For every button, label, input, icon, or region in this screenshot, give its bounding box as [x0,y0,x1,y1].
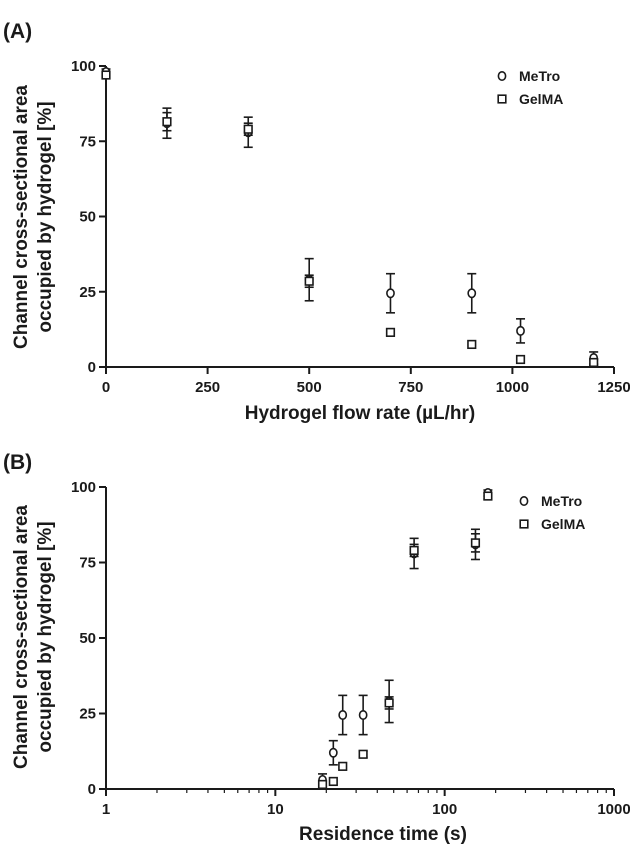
panel-b-x-tick-label: 1 [102,801,110,818]
panel-a-metro-point [467,288,477,299]
panel-b-gelma-point [358,749,368,759]
panel-a-gelma-point [304,276,314,286]
panel-b-x-axis-title: Residence time (s) [299,824,467,845]
panel-b-legend-metro-marker [519,495,529,506]
panel-a-gelma-point [589,357,599,368]
panel-b-x-tick-label: 100 [432,801,457,818]
panel-b-metro-point [328,747,338,758]
panel-b-gelma-point [470,538,481,548]
panel-b-gelma-point [384,698,394,708]
panel-a-legend-gelma-marker [497,94,507,104]
panel-b-x-tick-label: 10 [267,801,284,818]
panel-b-y-tick-label: 0 [88,781,96,798]
panel-a-x-tick-label: 1000 [496,379,529,396]
panel-b-y-axis-title-line2: occupied by hydrogel [%] [35,521,56,752]
panel-b-y-tick-label: 100 [71,479,96,496]
panel-a-legend: MeTro GelMA [497,68,563,107]
panel-a-y-axis-title-line2: occupied by hydrogel [%] [35,101,56,332]
panel-a-metro-point [516,325,525,336]
panel-a-legend-metro-marker [497,71,507,82]
panel-a-gelma-point [515,354,526,365]
panel-a-gelma-point [467,339,477,350]
panel-b-gelma-point [483,491,493,501]
panel-a-x-tick-label: 750 [398,379,423,396]
panel-b-legend-gelma-marker [519,519,529,529]
panel-a-y-tick-label: 100 [71,58,96,75]
panel-a-x-tick-label: 250 [195,379,220,396]
panel-b-gelma-point [409,545,419,556]
panel-a-x-tick-label: 500 [297,379,322,396]
panel-b-legend: MeTro GelMA [519,493,585,532]
panel-b-y-axis-title-line1: Channel cross-sectional area [11,505,32,769]
panel-a-x-tick-label: 1250 [597,379,630,396]
panel-b-plot-area: 0 25 50 75 100 1 10 100 1000 MeTro GelMA [71,479,630,818]
panel-a-y-tick-label: 50 [79,209,96,226]
panel-a-metro-point [386,288,395,299]
panel-a-gelma-point [101,70,111,80]
panel-b-gelma-point [328,776,338,787]
panel-b-y-tick-label: 50 [79,630,96,647]
panel-b-y-axis-title: Channel cross-sectional area occupied by… [11,505,56,769]
panel-a-y-tick-label: 0 [88,359,96,376]
panel-a-y-axis-title-line1: Channel cross-sectional area [11,85,32,349]
panel-a-gelma-point [385,327,396,337]
panel-b-gelma-point [317,779,328,790]
panel-a-y-tick-label: 75 [79,133,96,150]
panel-b-gelma-point [338,761,348,771]
panel-a-y-axis-title: Channel cross-sectional area occupied by… [11,85,56,349]
panel-a-x-tick-label: 0 [102,379,110,396]
panel-b-x-tick-label: 1000 [597,801,630,818]
panel-a-legend-metro-label: MeTro [519,68,560,84]
panel-b: (B) 0 25 50 75 100 1 10 100 1000 MeTro GelMA Chann… [3,451,630,845]
panel-a-label: (A) [3,20,32,43]
panel-a-x-axis-title: Hydrogel flow rate (µL/hr) [245,403,476,424]
panel-b-metro-point [358,710,368,721]
panel-b-legend-gelma-label: GelMA [541,516,585,532]
panel-b-metro-point [338,710,348,721]
panel-a-y-tick-label: 25 [79,284,96,301]
panel-b-legend-metro-label: MeTro [541,493,582,509]
panel-a-legend-gelma-label: GelMA [519,91,563,107]
panel-b-y-tick-label: 25 [79,706,96,723]
panel-a-gelma-point [162,117,172,127]
panel-a-gelma-point [243,124,253,134]
panel-b-y-tick-label: 75 [79,555,96,572]
panel-b-label: (B) [3,451,32,474]
